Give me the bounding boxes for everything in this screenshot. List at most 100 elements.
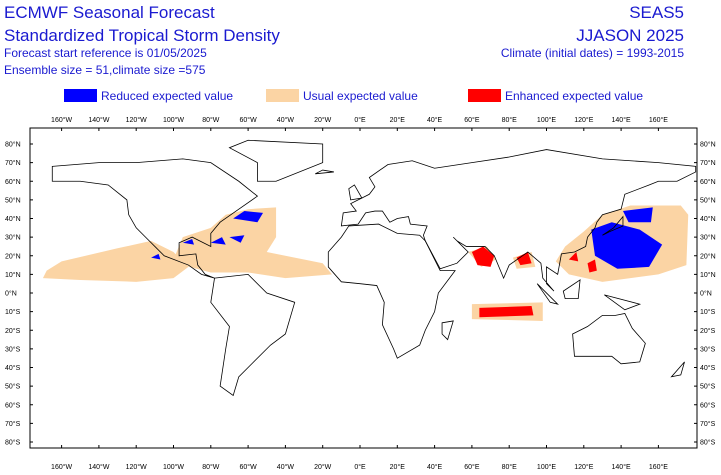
lon-label: 140°W [88,463,109,471]
title: ECMWF Seasonal Forecast [4,3,215,22]
lon-label: 80°W [202,463,220,471]
lat-label: 40°S [700,364,716,372]
coastline [228,139,324,182]
coastline [441,320,454,341]
lon-label: 0°E [354,116,366,124]
lon-label: 60°E [464,463,480,471]
lat-label: 40°S [5,364,21,372]
lat-label: 40°N [5,215,21,223]
lat-label: 20°N [700,252,716,260]
lat-label: 30°N [5,234,21,242]
info: Climate (initial dates) = 1993-2015 [501,46,684,60]
lon-label: 40°E [427,116,443,124]
lon-label: 20°E [390,463,406,471]
lat-label: 50°N [5,196,21,204]
coastline [327,223,456,359]
enhanced-region [471,246,495,267]
lat-label: 30°S [5,345,21,353]
lon-label: 120°E [574,116,593,124]
lon-label: 40°W [277,116,295,124]
lat-label: 70°S [5,420,21,428]
legend-label: Enhanced expected value [505,89,643,103]
lon-label: 80°E [502,463,518,471]
lat-label: 60°S [5,401,21,409]
lat-label: 50°S [700,383,716,391]
lon-label: 160°E [649,463,668,471]
lat-label: 60°S [700,401,716,409]
lon-label: 140°W [88,116,109,124]
legend-swatch [468,89,501,102]
usual-region [173,207,333,279]
reduced-region [622,207,653,223]
lat-label: 30°N [700,234,716,242]
lat-label: 70°N [700,159,716,167]
lon-label: 100°E [537,116,556,124]
lat-label: 20°N [5,252,21,260]
lon-label: 160°E [649,116,668,124]
lat-label: 40°N [700,215,716,223]
lon-label: 160°W [51,463,72,471]
lon-label: 100°E [537,463,556,471]
lat-label: 10°N [700,271,716,279]
lat-label: 10°N [5,271,21,279]
lat-label: 20°S [700,327,716,335]
coastline [562,279,581,299]
lat-label: 50°N [700,196,716,204]
coastline [536,283,559,305]
coastline [210,273,296,397]
lat-label: 30°S [700,345,716,353]
lat-label: 50°S [5,383,21,391]
lat-label: 60°N [700,178,716,186]
enhanced-region [479,306,534,318]
legend-swatch [266,89,299,102]
legend-label: Usual expected value [303,89,418,103]
lat-label: 80°N [5,141,21,149]
reduced-region [591,222,663,269]
coastline [315,169,334,175]
lat-label: 20°S [5,327,21,335]
lat-label: 10°S [700,308,716,316]
reduced-region [151,253,161,260]
coastline [670,361,685,378]
coastline [604,294,642,311]
lat-label: 70°S [700,420,716,428]
lon-label: 80°E [502,116,518,124]
lat-label: 0°N [700,290,712,298]
period: JJASON 2025 [576,26,684,45]
lon-label: 20°E [390,116,406,124]
lat-label: 80°S [5,439,21,447]
lon-label: 60°W [239,116,257,124]
lon-label: 160°W [51,116,72,124]
lat-label: 70°N [5,159,21,167]
lat-label: 80°S [700,439,716,447]
lon-label: 60°W [239,463,257,471]
reduced-region [229,235,245,243]
subtitle: Standardized Tropical Storm Density [4,26,280,45]
reduced-region [182,238,195,245]
reduced-region [210,237,226,245]
reduced-region [233,211,264,223]
legend-swatch [64,89,97,102]
lat-label: 60°N [5,178,21,186]
model: SEAS5 [629,3,684,22]
coastline [340,149,697,292]
lon-label: 120°W [126,116,147,124]
lon-label: 140°E [612,463,631,471]
lon-label: 120°E [574,463,593,471]
lon-label: 40°E [427,463,443,471]
lon-label: 20°W [314,116,332,124]
coastline [572,313,646,365]
lon-label: 120°W [126,463,147,471]
enhanced-region [587,259,597,273]
lat-label: 0°N [5,290,17,298]
lon-label: 140°E [612,116,631,124]
lon-label: 20°W [314,463,332,471]
info: Ensemble size = 51,climate size =575 [4,63,206,77]
coastline [51,158,259,279]
lat-label: 80°N [700,141,716,149]
lon-label: 100°W [163,116,184,124]
map [42,139,697,397]
map-frame [29,127,698,449]
lon-label: 60°E [464,116,480,124]
